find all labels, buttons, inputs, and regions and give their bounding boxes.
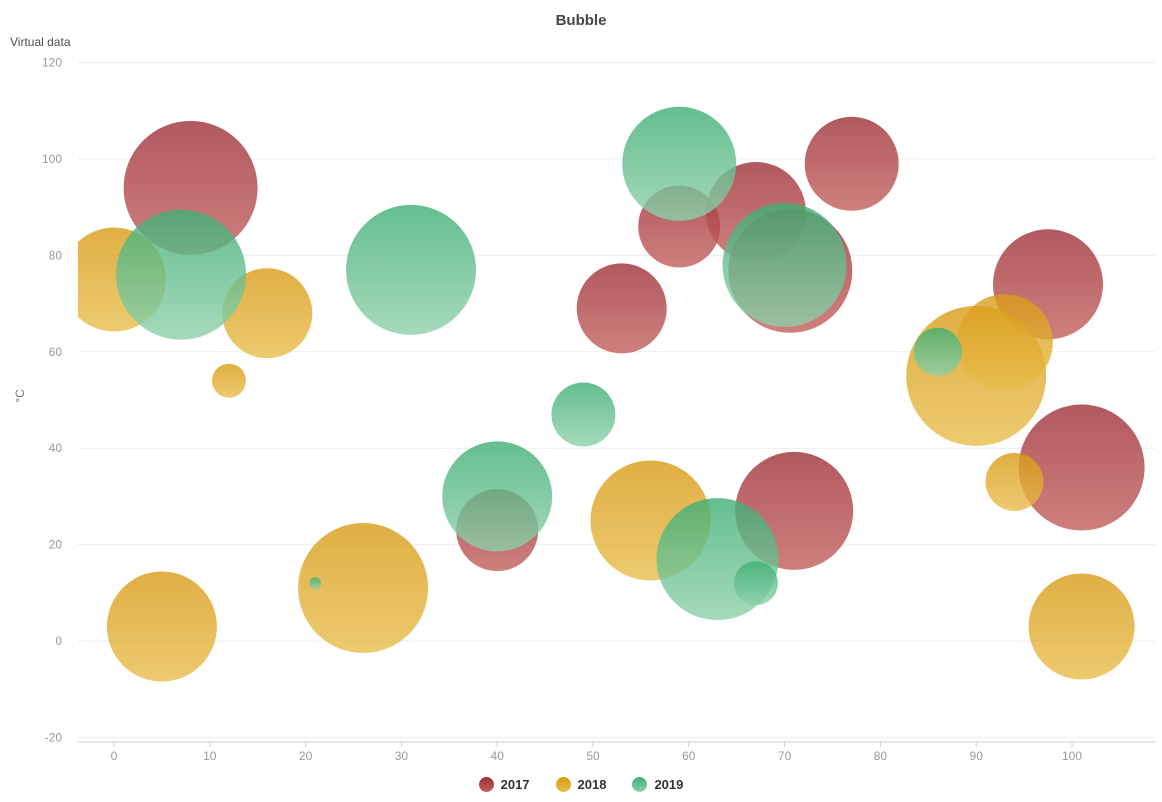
bubble-2018-7[interactable]	[956, 294, 1053, 391]
bubble-2017-9[interactable]	[1018, 404, 1145, 531]
y-tick-label-80: 80	[49, 248, 63, 262]
bubble-2018-9[interactable]	[1028, 573, 1135, 680]
legend-label-2017: 2017	[500, 777, 530, 792]
x-tick-label-30: 30	[395, 749, 409, 763]
y-tick-label-60: 60	[49, 345, 63, 359]
legend-label-2019: 2019	[654, 777, 684, 792]
y-tick-label-100: 100	[42, 152, 62, 166]
legend-marker-2019	[632, 777, 648, 792]
legend-label-2018: 2018	[577, 777, 607, 792]
chart-title: Bubble	[555, 12, 607, 29]
y-tick-label--20: -20	[45, 730, 63, 744]
y-tick-label-40: 40	[49, 441, 63, 455]
legend: 2017 2018 2019	[0, 777, 1162, 792]
bubble-2018-2[interactable]	[212, 363, 246, 398]
x-tick-label-80: 80	[874, 749, 888, 763]
x-tick-label-100: 100	[1062, 749, 1082, 763]
bubble-2017-3[interactable]	[804, 116, 899, 211]
legend-marker-2018	[555, 777, 571, 792]
x-tick-label-50: 50	[586, 749, 600, 763]
bubble-2019-2[interactable]	[622, 106, 737, 221]
bubble-2019-0[interactable]	[116, 209, 247, 340]
bubble-2019-7[interactable]	[733, 561, 778, 606]
bubble-2018-1[interactable]	[222, 268, 313, 359]
x-tick-label-70: 70	[778, 749, 792, 763]
bubble-2017-5[interactable]	[576, 263, 667, 354]
legend-item-2019[interactable]: 2019	[632, 777, 683, 792]
x-tick-label-60: 60	[682, 749, 696, 763]
bubble-2019-5[interactable]	[442, 441, 553, 552]
x-tick-label-20: 20	[299, 749, 313, 763]
y-axis-name: Virtual data	[10, 35, 71, 49]
bubble-2019-1[interactable]	[346, 204, 476, 335]
bubble-2018-4[interactable]	[298, 523, 429, 653]
x-tick-label-40: 40	[491, 749, 505, 763]
y-tick-label-0: 0	[55, 634, 62, 648]
y-tick-label-20: 20	[49, 538, 63, 552]
bubble-2019-8[interactable]	[913, 327, 962, 376]
x-tick-label-90: 90	[970, 749, 984, 763]
y-tick-label-120: 120	[42, 56, 62, 70]
legend-item-2018[interactable]: 2018	[555, 777, 607, 792]
bubble-2019-9[interactable]	[309, 577, 322, 590]
legend-item-2017[interactable]: 2017	[478, 777, 530, 792]
bubble-2019-4[interactable]	[551, 382, 616, 447]
x-tick-label-10: 10	[203, 749, 217, 763]
legend-marker-2017	[478, 777, 494, 792]
bubble-2018-8[interactable]	[985, 452, 1044, 511]
x-tick-label-0: 0	[111, 749, 118, 763]
bubble-2018-3[interactable]	[106, 571, 217, 682]
bubble-2019-3[interactable]	[722, 203, 847, 327]
